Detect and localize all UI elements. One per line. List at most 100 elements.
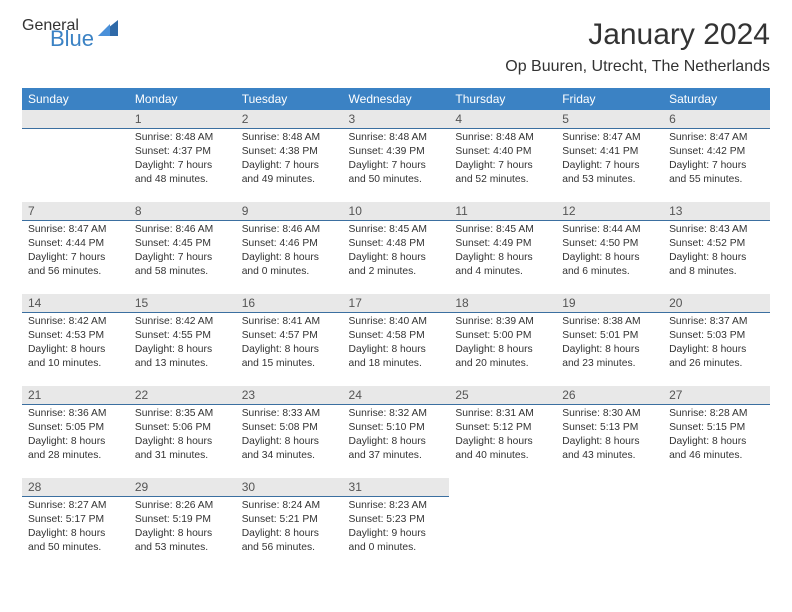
day-line-d1: Daylight: 8 hours xyxy=(242,251,337,265)
calendar-cell: 22Sunrise: 8:35 AMSunset: 5:06 PMDayligh… xyxy=(129,386,236,478)
calendar-cell xyxy=(22,110,129,202)
day-line-d2: and 52 minutes. xyxy=(455,173,550,187)
day-line-d1: Daylight: 8 hours xyxy=(28,343,123,357)
day-line-ss: Sunset: 4:46 PM xyxy=(242,237,337,251)
day-line-d2: and 6 minutes. xyxy=(562,265,657,279)
calendar-cell: 25Sunrise: 8:31 AMSunset: 5:12 PMDayligh… xyxy=(449,386,556,478)
day-line-sr: Sunrise: 8:30 AM xyxy=(562,407,657,421)
calendar-cell: 13Sunrise: 8:43 AMSunset: 4:52 PMDayligh… xyxy=(663,202,770,294)
day-line-ss: Sunset: 4:58 PM xyxy=(349,329,444,343)
day-details: Sunrise: 8:23 AMSunset: 5:23 PMDaylight:… xyxy=(343,497,450,559)
day-line-d2: and 4 minutes. xyxy=(455,265,550,279)
day-line-sr: Sunrise: 8:46 AM xyxy=(242,223,337,237)
day-details: Sunrise: 8:37 AMSunset: 5:03 PMDaylight:… xyxy=(663,313,770,375)
day-line-ss: Sunset: 4:45 PM xyxy=(135,237,230,251)
day-line-d2: and 49 minutes. xyxy=(242,173,337,187)
page-title: January 2024 xyxy=(505,18,770,52)
day-line-d1: Daylight: 8 hours xyxy=(242,527,337,541)
calendar-cell: 11Sunrise: 8:45 AMSunset: 4:49 PMDayligh… xyxy=(449,202,556,294)
day-line-d1: Daylight: 7 hours xyxy=(455,159,550,173)
title-block: January 2024 Op Buuren, Utrecht, The Net… xyxy=(505,18,770,76)
calendar-cell: 19Sunrise: 8:38 AMSunset: 5:01 PMDayligh… xyxy=(556,294,663,386)
header: General Blue January 2024 Op Buuren, Utr… xyxy=(22,18,770,76)
calendar-week-row: 28Sunrise: 8:27 AMSunset: 5:17 PMDayligh… xyxy=(22,478,770,570)
day-line-sr: Sunrise: 8:44 AM xyxy=(562,223,657,237)
day-line-d2: and 28 minutes. xyxy=(28,449,123,463)
day-line-d2: and 56 minutes. xyxy=(28,265,123,279)
day-line-d1: Daylight: 7 hours xyxy=(562,159,657,173)
day-line-sr: Sunrise: 8:38 AM xyxy=(562,315,657,329)
day-line-d1: Daylight: 8 hours xyxy=(455,251,550,265)
day-number: 3 xyxy=(343,110,450,129)
calendar-cell: 27Sunrise: 8:28 AMSunset: 5:15 PMDayligh… xyxy=(663,386,770,478)
day-line-d1: Daylight: 7 hours xyxy=(135,159,230,173)
day-number: 2 xyxy=(236,110,343,129)
day-line-d2: and 56 minutes. xyxy=(242,541,337,555)
day-details: Sunrise: 8:42 AMSunset: 4:55 PMDaylight:… xyxy=(129,313,236,375)
day-line-sr: Sunrise: 8:36 AM xyxy=(28,407,123,421)
day-details: Sunrise: 8:48 AMSunset: 4:38 PMDaylight:… xyxy=(236,129,343,191)
day-details: Sunrise: 8:42 AMSunset: 4:53 PMDaylight:… xyxy=(22,313,129,375)
calendar-cell: 6Sunrise: 8:47 AMSunset: 4:42 PMDaylight… xyxy=(663,110,770,202)
calendar-cell: 10Sunrise: 8:45 AMSunset: 4:48 PMDayligh… xyxy=(343,202,450,294)
day-line-d2: and 55 minutes. xyxy=(669,173,764,187)
calendar-cell xyxy=(449,478,556,570)
day-line-d2: and 20 minutes. xyxy=(455,357,550,371)
calendar-cell xyxy=(663,478,770,570)
day-line-sr: Sunrise: 8:47 AM xyxy=(562,131,657,145)
day-line-ss: Sunset: 4:38 PM xyxy=(242,145,337,159)
day-line-sr: Sunrise: 8:28 AM xyxy=(669,407,764,421)
day-line-sr: Sunrise: 8:47 AM xyxy=(669,131,764,145)
day-line-d2: and 34 minutes. xyxy=(242,449,337,463)
day-line-sr: Sunrise: 8:41 AM xyxy=(242,315,337,329)
day-line-d1: Daylight: 9 hours xyxy=(349,527,444,541)
day-line-ss: Sunset: 5:01 PM xyxy=(562,329,657,343)
calendar-cell: 18Sunrise: 8:39 AMSunset: 5:00 PMDayligh… xyxy=(449,294,556,386)
day-details: Sunrise: 8:35 AMSunset: 5:06 PMDaylight:… xyxy=(129,405,236,467)
day-details: Sunrise: 8:36 AMSunset: 5:05 PMDaylight:… xyxy=(22,405,129,467)
day-line-ss: Sunset: 4:42 PM xyxy=(669,145,764,159)
day-details: Sunrise: 8:27 AMSunset: 5:17 PMDaylight:… xyxy=(22,497,129,559)
day-line-ss: Sunset: 5:00 PM xyxy=(455,329,550,343)
weekday-header: Tuesday xyxy=(236,88,343,110)
day-number: 28 xyxy=(22,478,129,497)
day-line-ss: Sunset: 4:55 PM xyxy=(135,329,230,343)
empty-day-bar xyxy=(22,110,129,129)
day-line-ss: Sunset: 4:39 PM xyxy=(349,145,444,159)
day-number: 9 xyxy=(236,202,343,221)
day-number: 1 xyxy=(129,110,236,129)
day-line-d2: and 53 minutes. xyxy=(135,541,230,555)
calendar-cell: 24Sunrise: 8:32 AMSunset: 5:10 PMDayligh… xyxy=(343,386,450,478)
day-line-d1: Daylight: 8 hours xyxy=(135,527,230,541)
calendar-cell: 28Sunrise: 8:27 AMSunset: 5:17 PMDayligh… xyxy=(22,478,129,570)
day-line-ss: Sunset: 5:23 PM xyxy=(349,513,444,527)
day-number: 24 xyxy=(343,386,450,405)
day-line-d2: and 40 minutes. xyxy=(455,449,550,463)
day-number: 14 xyxy=(22,294,129,313)
day-details: Sunrise: 8:45 AMSunset: 4:48 PMDaylight:… xyxy=(343,221,450,283)
calendar-table: Sunday Monday Tuesday Wednesday Thursday… xyxy=(22,88,770,570)
day-line-ss: Sunset: 5:10 PM xyxy=(349,421,444,435)
day-details: Sunrise: 8:30 AMSunset: 5:13 PMDaylight:… xyxy=(556,405,663,467)
day-line-sr: Sunrise: 8:37 AM xyxy=(669,315,764,329)
day-line-sr: Sunrise: 8:32 AM xyxy=(349,407,444,421)
day-details: Sunrise: 8:40 AMSunset: 4:58 PMDaylight:… xyxy=(343,313,450,375)
day-details: Sunrise: 8:32 AMSunset: 5:10 PMDaylight:… xyxy=(343,405,450,467)
day-line-sr: Sunrise: 8:33 AM xyxy=(242,407,337,421)
day-line-d1: Daylight: 8 hours xyxy=(562,343,657,357)
day-line-sr: Sunrise: 8:31 AM xyxy=(455,407,550,421)
calendar-cell: 26Sunrise: 8:30 AMSunset: 5:13 PMDayligh… xyxy=(556,386,663,478)
day-line-d2: and 58 minutes. xyxy=(135,265,230,279)
day-line-d1: Daylight: 8 hours xyxy=(669,435,764,449)
day-details: Sunrise: 8:24 AMSunset: 5:21 PMDaylight:… xyxy=(236,497,343,559)
day-line-d2: and 48 minutes. xyxy=(135,173,230,187)
day-details: Sunrise: 8:38 AMSunset: 5:01 PMDaylight:… xyxy=(556,313,663,375)
day-line-ss: Sunset: 5:12 PM xyxy=(455,421,550,435)
day-line-d1: Daylight: 8 hours xyxy=(349,251,444,265)
day-line-ss: Sunset: 5:05 PM xyxy=(28,421,123,435)
day-number: 20 xyxy=(663,294,770,313)
day-line-sr: Sunrise: 8:24 AM xyxy=(242,499,337,513)
day-line-d1: Daylight: 8 hours xyxy=(455,343,550,357)
day-line-ss: Sunset: 4:40 PM xyxy=(455,145,550,159)
day-line-d1: Daylight: 8 hours xyxy=(349,435,444,449)
